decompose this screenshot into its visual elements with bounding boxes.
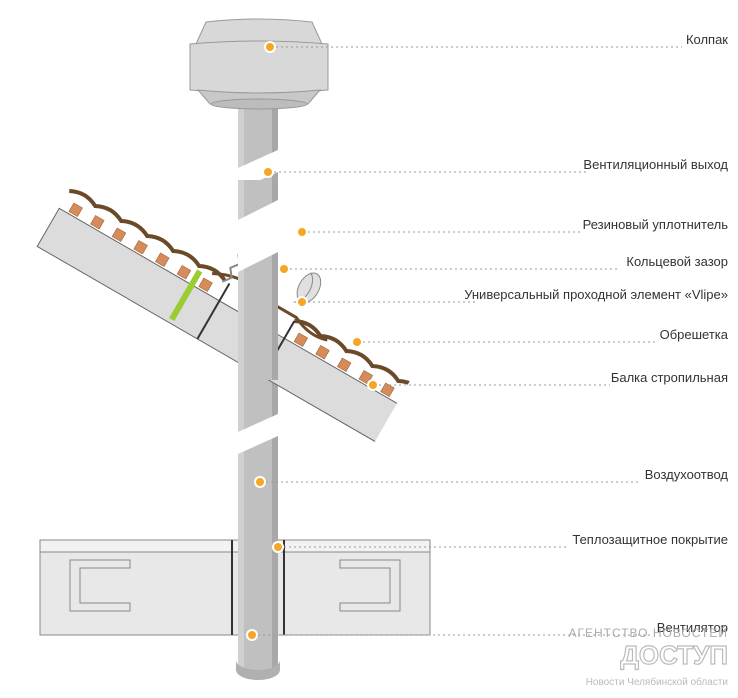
watermark-line1: АГЕНТСТВО НОВОСТЕЙ: [568, 626, 728, 640]
marker-rafter: [368, 380, 378, 390]
watermark-logo: ДОСТУП: [578, 640, 728, 672]
marker-rubber: [297, 227, 307, 237]
label-vlipe: Универсальный проходной элемент «Vlipe»: [464, 287, 728, 302]
label-rafter: Балка стропильная: [611, 370, 728, 385]
marker-vent_out: [263, 167, 273, 177]
ceiling-slab: [40, 540, 430, 635]
marker-cap: [265, 42, 275, 52]
marker-fan: [247, 630, 257, 640]
label-cap: Колпак: [686, 32, 728, 47]
label-thermal: Теплозащитное покрытие: [572, 532, 728, 547]
label-rubber: Резиновый уплотнитель: [583, 217, 728, 232]
marker-thermal: [273, 542, 283, 552]
ventilation-cap: [190, 19, 328, 109]
diagram-canvas: [0, 0, 738, 698]
watermark: АГЕНТСТВО НОВОСТЕЙ ДОСТУП Новости Челяби…: [568, 626, 728, 688]
svg-text:ДОСТУП: ДОСТУП: [620, 640, 728, 670]
marker-air_out: [255, 477, 265, 487]
marker-vlipe: [297, 297, 307, 307]
marker-lath: [352, 337, 362, 347]
label-ring_gap: Кольцевой зазор: [626, 254, 728, 269]
label-air_out: Воздухоотвод: [645, 467, 728, 482]
marker-ring_gap: [279, 264, 289, 274]
label-lath: Обрешетка: [660, 327, 728, 342]
watermark-line3: Новости Челябинской области: [568, 677, 728, 688]
label-vent_out: Вентиляционный выход: [583, 157, 728, 172]
